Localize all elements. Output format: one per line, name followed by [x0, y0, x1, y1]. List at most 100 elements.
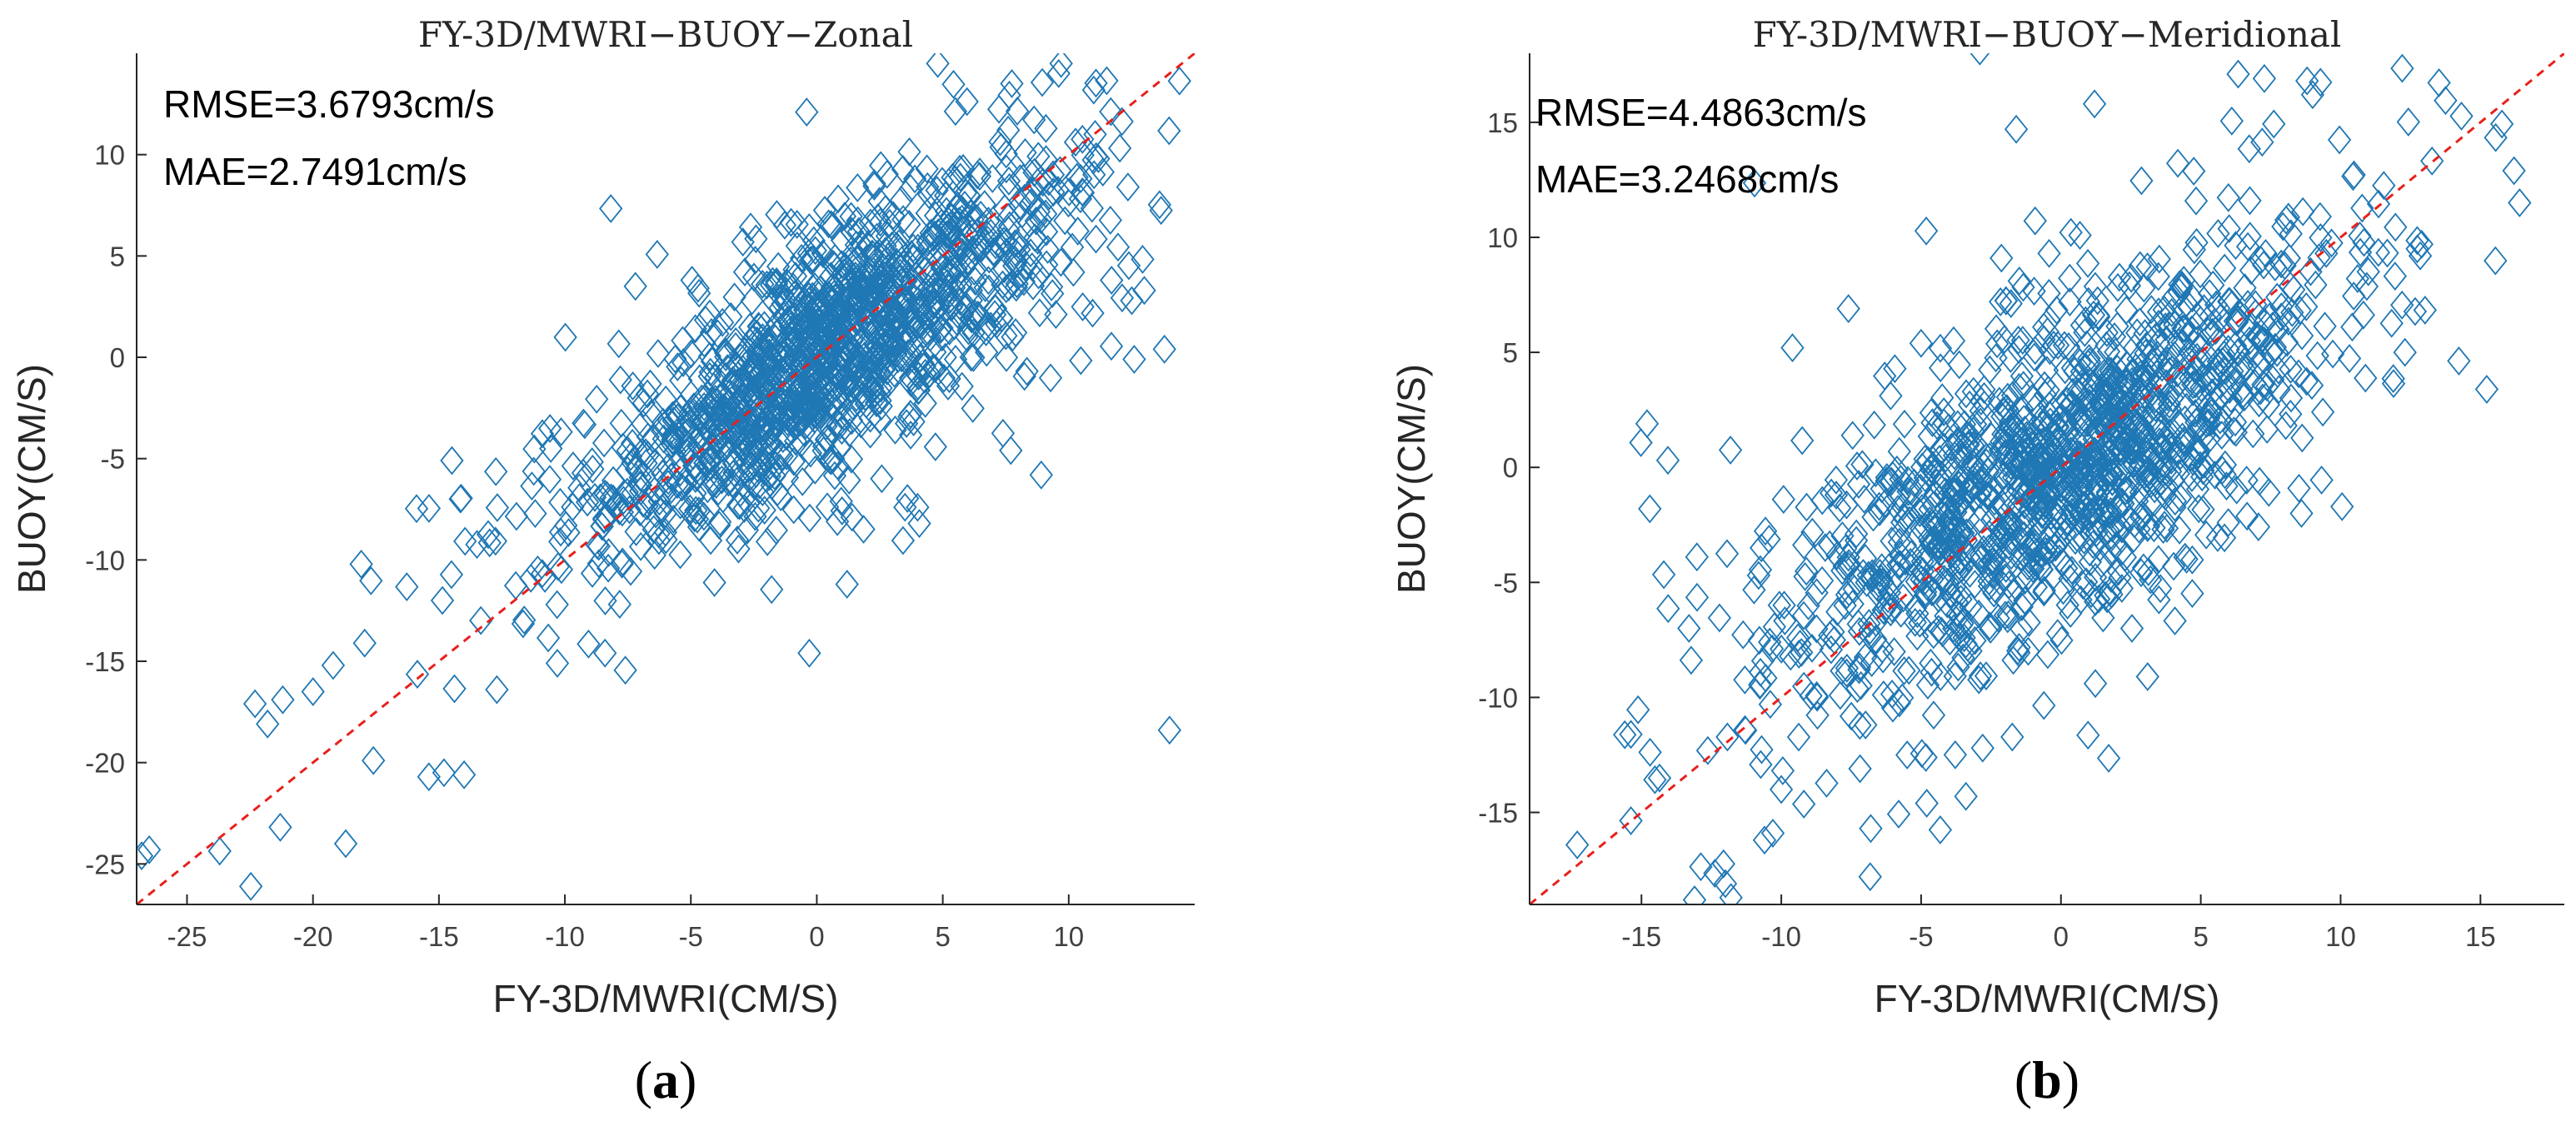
data-point	[2181, 376, 2205, 406]
data-point	[853, 382, 878, 411]
data-point	[1034, 145, 1058, 175]
data-point	[2128, 307, 2152, 337]
data-point	[704, 362, 728, 392]
data-point	[1152, 334, 1176, 364]
data-point	[1982, 578, 2006, 608]
data-point	[1910, 493, 1934, 523]
data-point	[452, 760, 477, 790]
data-point	[548, 517, 573, 547]
data-point	[1913, 444, 1937, 474]
data-point	[557, 518, 581, 547]
data-point	[1771, 485, 1795, 515]
data-point	[915, 198, 939, 228]
data-point	[996, 115, 1021, 145]
data-point	[618, 556, 643, 586]
data-point	[1925, 468, 1949, 498]
data-point	[1978, 442, 2002, 471]
data-point	[1890, 683, 1915, 713]
data-point	[1790, 426, 1815, 456]
data-point	[2213, 450, 2238, 480]
data-point	[1791, 600, 1816, 630]
data-point	[1836, 551, 1860, 581]
data-point	[1034, 217, 1059, 247]
data-point	[2309, 465, 2334, 495]
data-point	[744, 364, 768, 394]
data-point	[1969, 396, 1993, 426]
data-point	[2226, 59, 2250, 89]
data-point	[889, 343, 914, 373]
data-point	[395, 572, 419, 602]
data-point	[607, 496, 632, 526]
data-point	[2352, 227, 2376, 257]
data-point	[483, 526, 507, 556]
data-point	[737, 410, 761, 440]
data-point	[2199, 398, 2224, 428]
data-point	[1939, 537, 1964, 567]
data-point	[732, 446, 756, 476]
data-point	[840, 502, 864, 532]
data-point	[2484, 122, 2508, 152]
data-point	[1921, 620, 1945, 650]
data-point	[2247, 388, 2271, 418]
data-point	[2100, 513, 2124, 543]
data-point	[2194, 520, 2219, 550]
data-point	[1871, 680, 1896, 710]
data-point	[873, 236, 898, 266]
data-point	[818, 446, 842, 475]
data-point	[823, 273, 847, 303]
data-point	[1805, 700, 1830, 730]
data-point	[2235, 232, 2260, 262]
y-tick-label: -5	[101, 444, 125, 475]
y-tick-label: 10	[1487, 222, 1518, 253]
x-tick-label: -10	[1761, 921, 1801, 952]
data-point	[659, 462, 683, 492]
data-point	[1629, 428, 1653, 457]
data-point	[840, 352, 864, 382]
data-point	[896, 484, 920, 513]
data-point	[724, 326, 748, 356]
data-point	[746, 493, 771, 523]
y-tick-label: -25	[85, 849, 125, 879]
data-point	[2126, 344, 2150, 374]
data-point	[819, 377, 843, 407]
data-point	[1989, 243, 2014, 273]
data-point	[887, 308, 911, 338]
data-point	[766, 403, 790, 433]
y-tick-label: 0	[110, 342, 125, 373]
x-tick-label: -20	[293, 921, 333, 952]
data-point	[683, 478, 707, 508]
data-point	[2139, 351, 2164, 381]
data-point	[877, 277, 901, 307]
data-point	[967, 157, 992, 187]
data-point	[1887, 688, 1912, 718]
data-point	[1903, 593, 1928, 623]
data-point	[771, 280, 796, 310]
data-point	[1893, 546, 1918, 576]
data-point	[943, 344, 968, 374]
data-point	[2159, 297, 2184, 327]
data-point	[2152, 295, 2176, 325]
data-point	[1099, 97, 1123, 127]
data-point	[721, 369, 746, 399]
data-point	[1929, 661, 1953, 691]
data-point	[1976, 534, 2000, 564]
data-point	[1022, 105, 1046, 135]
data-point	[939, 229, 963, 259]
data-point	[2274, 411, 2298, 441]
data-point	[2116, 476, 2140, 506]
data-point	[537, 465, 562, 495]
data-point	[678, 494, 702, 524]
data-point	[1858, 615, 1882, 645]
data-point	[1877, 552, 1902, 582]
data-point	[679, 339, 703, 369]
data-point	[2136, 511, 2161, 541]
data-point	[668, 490, 692, 520]
data-point	[744, 224, 768, 254]
data-point	[519, 563, 543, 593]
data-point	[2006, 635, 2030, 665]
data-point	[2167, 516, 2192, 545]
data-point	[1750, 533, 1774, 563]
data-point	[2077, 343, 2101, 373]
data-point	[2111, 489, 2135, 519]
data-point	[2224, 417, 2248, 447]
